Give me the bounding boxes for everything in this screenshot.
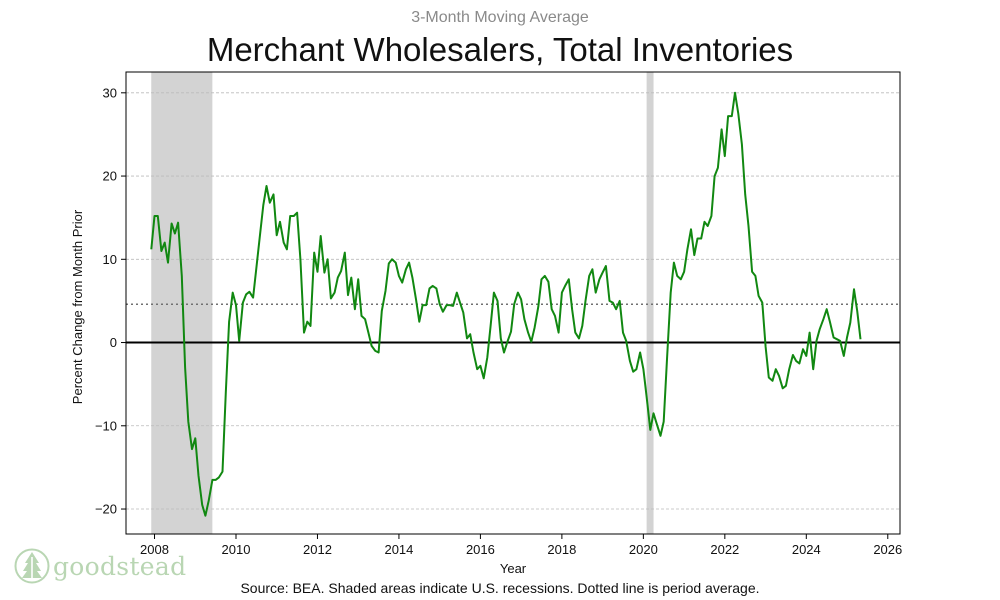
recession-shading — [151, 72, 654, 534]
y-tick-label: 0 — [110, 335, 117, 350]
x-tick-label: 2022 — [710, 542, 739, 557]
source-note: Source: BEA. Shaded areas indicate U.S. … — [240, 580, 760, 596]
series-line — [150, 91, 862, 517]
logo-text: goodstead — [53, 551, 187, 581]
y-tick-label: −20 — [95, 502, 117, 517]
x-tick-label: 2024 — [792, 542, 821, 557]
reference-lines — [126, 303, 900, 344]
x-tick-label: 2016 — [466, 542, 495, 557]
plot-area-frame — [125, 71, 901, 535]
recession-band — [646, 72, 654, 534]
x-tick-label: 2018 — [547, 542, 576, 557]
chart-title: Merchant Wholesalers, Total Inventories — [206, 31, 794, 68]
x-tick-label: 2012 — [303, 542, 332, 557]
x-tick-label: 2008 — [140, 542, 169, 557]
gridlines — [126, 92, 900, 510]
y-tick-label: 10 — [103, 252, 117, 267]
x-axis-title: Year — [500, 561, 527, 576]
y-tick-label: −10 — [95, 418, 117, 433]
x-tick-label: 2026 — [873, 542, 902, 557]
x-tick-label: 2010 — [222, 542, 251, 557]
goodstead-logo: goodstead — [14, 548, 186, 584]
x-tick-label: 2020 — [629, 542, 658, 557]
y-tick-label: 30 — [103, 85, 117, 100]
y-axis-title: Percent Change from Month Prior — [70, 209, 85, 404]
series-layer — [150, 91, 862, 517]
x-tick-label: 2014 — [384, 542, 413, 557]
y-tick-label: 20 — [103, 169, 117, 184]
tree-icon — [14, 548, 50, 584]
chart-subtitle: 3-Month Moving Average — [411, 9, 589, 26]
axis-ticks: 2008 2010 2012 2014 2016 2018 2020 2022 2024 2026… — [95, 85, 902, 557]
